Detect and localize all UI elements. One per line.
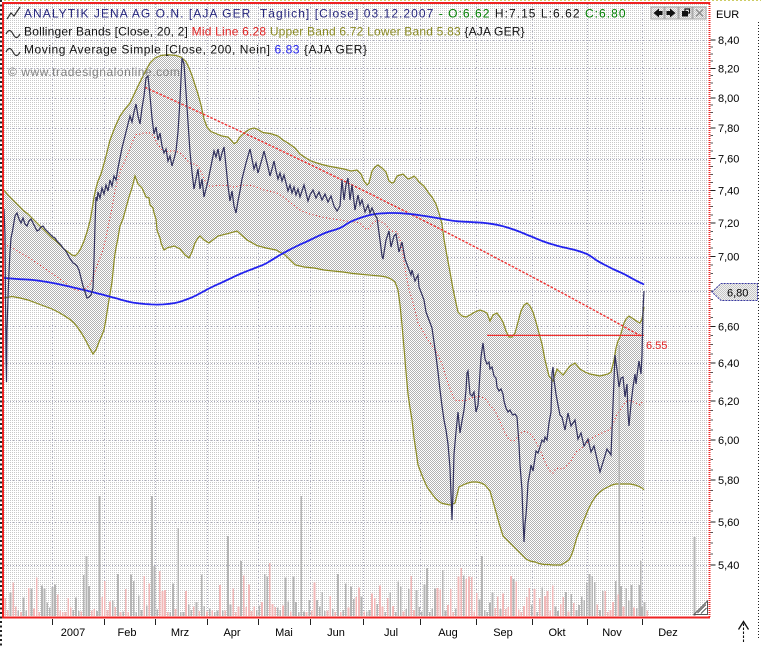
svg-text:7,80: 7,80 <box>718 123 739 135</box>
svg-text:Apr: Apr <box>223 627 240 639</box>
svg-text:Nov: Nov <box>602 627 622 639</box>
svg-text:8,40: 8,40 <box>718 35 739 47</box>
svg-text:© www.tradesignalonline.com: © www.tradesignalonline.com <box>8 65 180 79</box>
svg-text:6.55: 6.55 <box>646 340 667 352</box>
svg-text:6,00: 6,00 <box>718 435 739 447</box>
svg-text:8,00: 8,00 <box>718 93 739 105</box>
svg-text:6,20: 6,20 <box>718 396 739 408</box>
svg-text:2007: 2007 <box>61 627 85 639</box>
svg-text:7,40: 7,40 <box>718 185 739 197</box>
svg-text:6,40: 6,40 <box>718 358 739 370</box>
svg-text:Mrz: Mrz <box>171 627 189 639</box>
svg-text:6,80: 6,80 <box>727 288 748 300</box>
svg-text:5,60: 5,60 <box>718 517 739 529</box>
svg-text:7,20: 7,20 <box>718 218 739 230</box>
svg-text:Mai: Mai <box>275 627 293 639</box>
svg-text:Dez: Dez <box>658 627 678 639</box>
svg-text:Jun: Jun <box>327 627 345 639</box>
svg-text:6,60: 6,60 <box>718 322 739 334</box>
svg-text:Aug: Aug <box>438 627 458 639</box>
svg-text:Okt: Okt <box>548 627 565 639</box>
svg-text:Sep: Sep <box>493 627 513 639</box>
svg-text:ANALYTIK JENA AG O.N. [AJA GER: ANALYTIK JENA AG O.N. [AJA GER Täglich] … <box>24 7 627 21</box>
svg-text:5,40: 5,40 <box>718 560 739 572</box>
svg-text:Feb: Feb <box>118 627 137 639</box>
svg-text:7,60: 7,60 <box>718 154 739 166</box>
svg-text:EUR: EUR <box>716 9 739 21</box>
svg-text:Jul: Jul <box>384 627 398 639</box>
svg-text:Bollinger Bands [Close, 20, 2]: Bollinger Bands [Close, 20, 2] Mid Line … <box>24 25 525 39</box>
svg-text:5,80: 5,80 <box>718 475 739 487</box>
svg-text:8,20: 8,20 <box>718 63 739 75</box>
svg-text:7,00: 7,00 <box>718 252 739 264</box>
svg-text:Moving Average Simple [Close,: Moving Average Simple [Close, 200, Nein]… <box>24 43 368 57</box>
